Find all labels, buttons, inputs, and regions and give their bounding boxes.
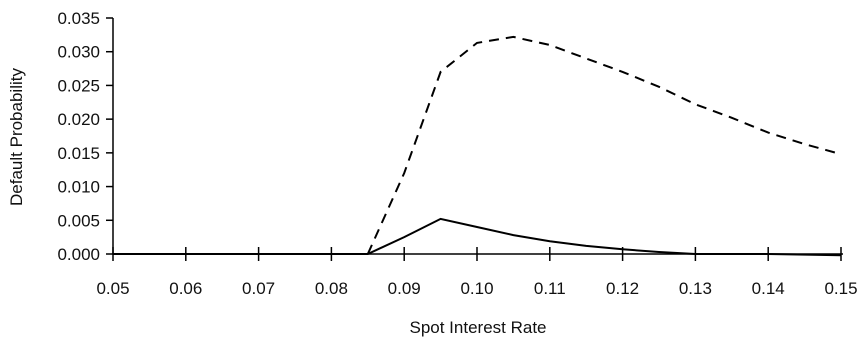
x-tick-label: 0.05	[96, 279, 129, 298]
x-tick-label: 0.13	[679, 279, 712, 298]
x-tick-label: 0.12	[606, 279, 639, 298]
x-tick-label: 0.14	[752, 279, 785, 298]
y-tick-label: 0.030	[57, 43, 100, 62]
y-tick-label: 0.020	[57, 110, 100, 129]
x-tick-label: 0.07	[242, 279, 275, 298]
x-tick-label: 0.11	[534, 279, 566, 298]
x-tick-label: 0.15	[824, 279, 857, 298]
plot-area: 0.000 0.005 0.010 0.015 0.020 0.025 0.030 0.035…	[57, 9, 857, 298]
dashed-series-line	[366, 35, 842, 255]
y-tick-label: 0.005	[57, 211, 100, 230]
x-tick-label: 0.08	[315, 279, 348, 298]
x-tick-label: 0.09	[388, 279, 421, 298]
x-tick-label: 0.06	[169, 279, 202, 298]
y-tick-label: 0.010	[57, 178, 100, 197]
y-axis-title: Default Probability	[7, 68, 26, 206]
y-tick-label: 0.025	[57, 76, 100, 95]
y-tick-label: 0.035	[57, 9, 100, 28]
x-tick-label: 0.10	[460, 279, 493, 298]
y-tick-label: 0.015	[57, 144, 100, 163]
solid-series-line	[113, 217, 842, 257]
y-tick-label: 0.000	[57, 245, 100, 264]
x-axis-title: Spot Interest Rate	[409, 318, 546, 337]
